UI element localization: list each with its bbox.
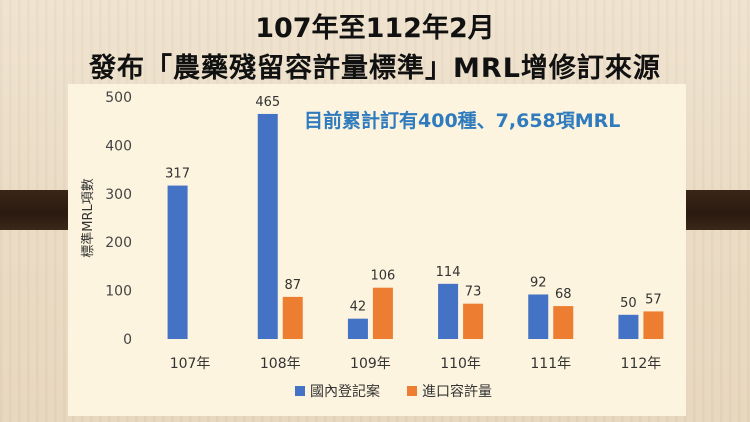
- bar-import: [372, 287, 393, 339]
- data-label: 106: [371, 269, 396, 284]
- bar-domestic: [528, 294, 549, 339]
- data-label: 465: [255, 95, 280, 110]
- x-tick-label: 109年: [350, 356, 391, 372]
- y-tick-label: 200: [105, 235, 132, 251]
- y-tick-label: 500: [105, 90, 132, 106]
- data-label: 68: [555, 287, 572, 302]
- legend-label: 國內登記案: [310, 383, 380, 400]
- data-label: 87: [284, 278, 301, 293]
- data-label: 73: [465, 285, 482, 300]
- data-label: 317: [165, 167, 190, 182]
- x-tick-label: 110年: [440, 356, 481, 372]
- bar-import: [282, 296, 303, 339]
- data-label: 114: [436, 265, 461, 280]
- y-tick-label: 400: [105, 138, 132, 154]
- x-tick-label: 112年: [621, 356, 662, 372]
- bar-domestic: [257, 113, 278, 339]
- y-tick-label: 100: [105, 284, 132, 300]
- legend-label: 進口容許量: [422, 383, 492, 400]
- y-axis-label: 標準MRL項數: [80, 178, 96, 258]
- data-label: 57: [645, 292, 662, 307]
- y-tick-label: 0: [123, 332, 132, 348]
- bar-domestic: [618, 314, 639, 339]
- legend-swatch: [295, 386, 305, 396]
- cumulative-note: 目前累計訂有400種、7,658項MRL: [304, 110, 621, 132]
- data-label: 42: [350, 300, 367, 315]
- page-title-line2: 發布「農藥殘留容許量標準」MRL增修訂來源: [89, 53, 661, 84]
- data-label: 50: [620, 296, 637, 311]
- bar-import: [463, 303, 484, 339]
- bar-import: [553, 306, 574, 339]
- page-title-line1: 107年至112年2月: [255, 13, 495, 44]
- x-tick-label: 107年: [170, 356, 211, 372]
- bar-domestic: [347, 318, 368, 339]
- x-tick-label: 111年: [530, 356, 571, 372]
- x-tick-label: 108年: [260, 356, 301, 372]
- bar-domestic: [167, 185, 188, 339]
- y-tick-label: 300: [105, 187, 132, 203]
- data-label: 92: [530, 275, 547, 290]
- bar-import: [643, 311, 664, 339]
- bar-domestic: [438, 283, 459, 339]
- legend-swatch: [407, 386, 417, 396]
